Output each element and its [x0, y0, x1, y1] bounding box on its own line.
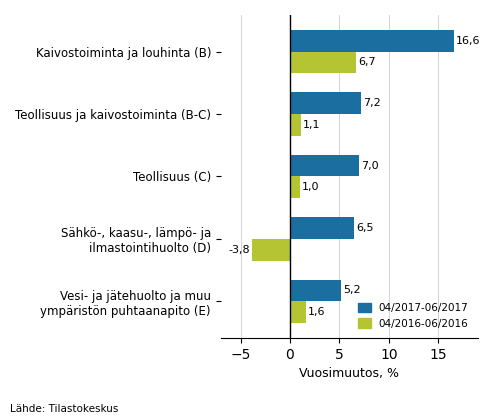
Legend: 04/2017-06/2017, 04/2016-06/2016: 04/2017-06/2017, 04/2016-06/2016 — [354, 299, 473, 333]
Text: 1,1: 1,1 — [303, 120, 320, 130]
Bar — [290, 92, 361, 114]
Bar — [290, 217, 354, 239]
Bar — [290, 301, 306, 323]
Text: 16,6: 16,6 — [456, 36, 481, 46]
Text: Lähde: Tilastokeskus: Lähde: Tilastokeskus — [10, 404, 118, 414]
Text: 1,0: 1,0 — [302, 182, 319, 192]
Bar — [290, 176, 300, 198]
X-axis label: Vuosimuutos, %: Vuosimuutos, % — [299, 367, 399, 380]
Bar — [290, 30, 454, 52]
Text: 1,6: 1,6 — [308, 307, 325, 317]
Text: 7,2: 7,2 — [363, 98, 381, 108]
Text: -3,8: -3,8 — [229, 245, 250, 255]
Text: 5,2: 5,2 — [344, 285, 361, 295]
Text: 7,0: 7,0 — [361, 161, 379, 171]
Text: 6,5: 6,5 — [356, 223, 374, 233]
Bar — [290, 155, 359, 176]
Bar — [290, 52, 356, 73]
Bar — [252, 239, 290, 261]
Text: 6,7: 6,7 — [358, 57, 376, 67]
Bar — [290, 114, 301, 136]
Bar — [290, 280, 342, 301]
